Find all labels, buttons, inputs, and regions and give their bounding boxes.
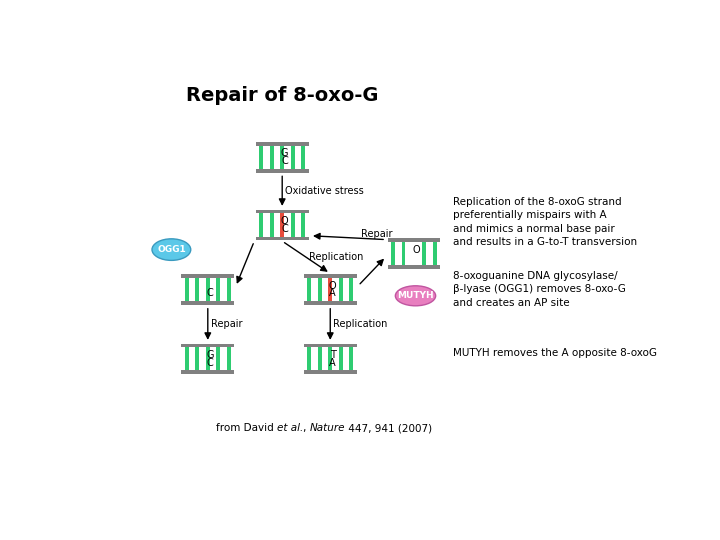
Text: O: O xyxy=(281,216,288,226)
Bar xyxy=(304,370,356,374)
Bar xyxy=(206,347,210,370)
Bar xyxy=(181,343,234,347)
Bar xyxy=(387,265,441,269)
Bar xyxy=(301,213,305,237)
Bar xyxy=(185,347,189,370)
Text: ,: , xyxy=(303,423,310,433)
Text: A: A xyxy=(329,288,336,299)
Bar xyxy=(195,278,199,301)
Text: Repair: Repair xyxy=(361,229,392,239)
Bar xyxy=(391,242,395,265)
Bar xyxy=(259,213,264,237)
Text: G: G xyxy=(207,350,214,360)
Text: Nature: Nature xyxy=(310,423,345,433)
Text: Repair of 8-oxo-G: Repair of 8-oxo-G xyxy=(186,86,379,105)
Bar xyxy=(433,242,437,265)
Bar xyxy=(304,343,356,347)
Text: T: T xyxy=(330,350,336,360)
Text: et al.: et al. xyxy=(276,423,303,433)
Text: Replication: Replication xyxy=(310,252,364,262)
Text: A: A xyxy=(329,358,336,368)
Text: G: G xyxy=(281,148,288,158)
Bar xyxy=(181,370,234,374)
Bar xyxy=(280,213,284,237)
Text: O: O xyxy=(329,281,336,291)
Bar xyxy=(181,301,234,305)
Text: Replication of the 8-oxoG strand
preferentially mispairs with A
and mimics a nor: Replication of the 8-oxoG strand prefere… xyxy=(453,197,636,247)
Bar xyxy=(216,278,220,301)
Bar xyxy=(318,347,322,370)
Bar xyxy=(304,301,356,305)
Text: C: C xyxy=(207,358,214,368)
Text: Repair: Repair xyxy=(211,319,243,329)
Bar xyxy=(256,168,309,173)
Bar xyxy=(256,210,309,213)
Bar xyxy=(339,278,343,301)
Text: 447, 941 (2007): 447, 941 (2007) xyxy=(345,423,432,433)
Bar xyxy=(291,213,294,237)
Bar xyxy=(307,278,311,301)
Bar xyxy=(181,274,234,278)
Bar xyxy=(412,242,416,265)
Text: C: C xyxy=(207,288,214,299)
Bar xyxy=(195,347,199,370)
Bar xyxy=(256,142,309,146)
Text: MUTYH: MUTYH xyxy=(397,291,434,300)
Bar xyxy=(270,146,274,168)
Bar xyxy=(328,347,332,370)
Bar xyxy=(227,278,230,301)
Bar xyxy=(206,278,210,301)
Bar xyxy=(270,213,274,237)
Text: C: C xyxy=(281,224,288,234)
Bar xyxy=(280,146,284,168)
Bar xyxy=(307,347,311,370)
Bar xyxy=(259,146,264,168)
Ellipse shape xyxy=(395,286,436,306)
Bar xyxy=(387,238,441,242)
Text: MUTYH removes the A opposite 8-oxoG: MUTYH removes the A opposite 8-oxoG xyxy=(453,348,657,358)
Bar xyxy=(185,278,189,301)
Bar xyxy=(216,347,220,370)
Text: Replication: Replication xyxy=(333,319,388,329)
Text: Oxidative stress: Oxidative stress xyxy=(285,186,364,196)
Text: from David: from David xyxy=(215,423,276,433)
Ellipse shape xyxy=(152,239,191,260)
Bar xyxy=(304,274,356,278)
Bar xyxy=(318,278,322,301)
Bar xyxy=(256,237,309,240)
Text: O: O xyxy=(413,245,420,254)
Bar xyxy=(227,347,230,370)
Bar xyxy=(301,146,305,168)
Text: OGG1: OGG1 xyxy=(157,245,186,254)
Text: 8-oxoguanine DNA glycosylase/
β-lyase (OGG1) removes 8-oxo-G
and creates an AP s: 8-oxoguanine DNA glycosylase/ β-lyase (O… xyxy=(453,271,626,308)
Bar xyxy=(349,347,353,370)
Bar xyxy=(349,278,353,301)
Bar xyxy=(423,242,426,265)
Bar xyxy=(402,242,405,265)
Bar xyxy=(328,278,332,301)
Text: C: C xyxy=(281,156,288,166)
Bar xyxy=(339,347,343,370)
Bar xyxy=(291,146,294,168)
